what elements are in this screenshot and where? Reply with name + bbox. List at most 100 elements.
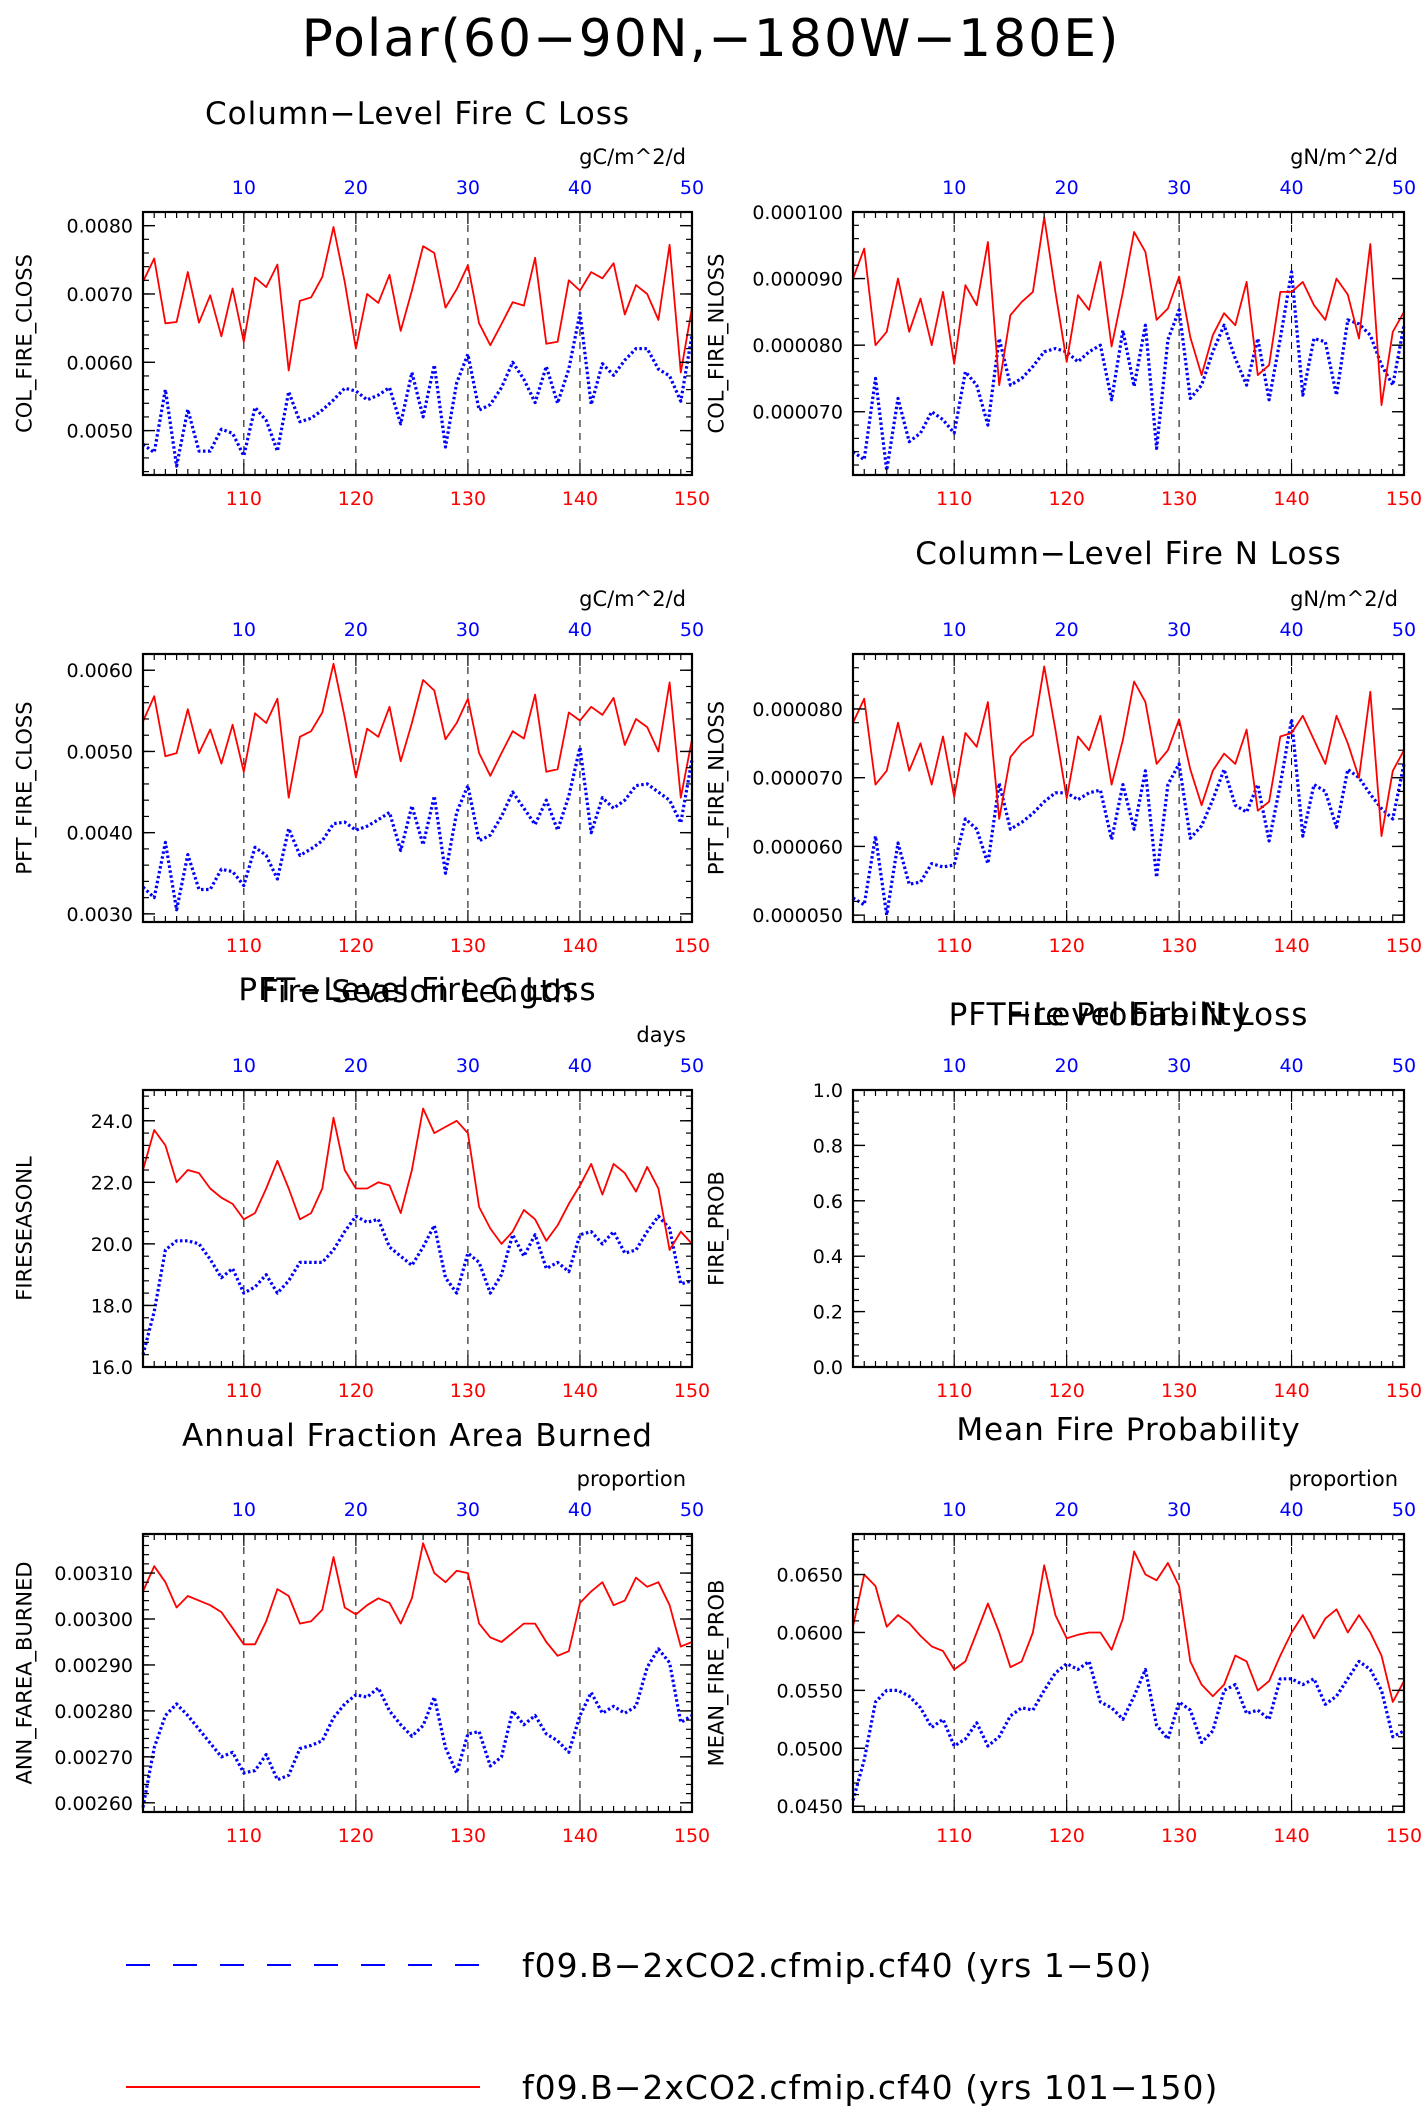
plot-frame: [851, 210, 1406, 477]
x-tick-label-top: 10: [232, 1499, 256, 1521]
panel-title: PFT−Level Fire N Loss: [949, 997, 1309, 1033]
y-tick-label: 0.00270: [54, 1747, 133, 1769]
x-tick-label-bottom: 140: [1273, 1380, 1309, 1402]
x-tick-label-bottom: 130: [1161, 935, 1197, 957]
x-tick-label-top: 10: [232, 1055, 256, 1077]
y-tick-label: 0.0050: [67, 421, 133, 443]
x-tick-label-top: 40: [568, 619, 592, 641]
x-tick-label-bottom: 130: [450, 935, 486, 957]
y-tick-label: 0.0650: [777, 1565, 843, 1587]
x-tick-label-top: 10: [942, 177, 966, 199]
series-line-blue: [141, 1647, 693, 1808]
y-tick-label: 0.0030: [67, 904, 133, 926]
series-line-red: [852, 1550, 1405, 1703]
y-axis-label: ANN_FAREA_BURNED: [12, 1561, 37, 1784]
panel-title: Annual Fraction Area Burned: [182, 1418, 653, 1454]
x-tick-label-bottom: 110: [226, 1825, 262, 1847]
x-tick-label-top: 30: [456, 1499, 480, 1521]
y-tick-label: 18.0: [91, 1295, 133, 1317]
x-tick-label-bottom: 140: [1273, 1825, 1309, 1847]
series-line-red: [142, 662, 693, 799]
y-tick-label: 0.00300: [54, 1609, 133, 1631]
panel-title: Mean Fire Probability: [956, 1412, 1300, 1448]
series-line-blue: [851, 1659, 1405, 1801]
x-tick-label-bottom: 130: [450, 1380, 486, 1402]
units-label: days: [636, 1023, 686, 1047]
x-tick-label-top: 20: [344, 177, 368, 199]
x-tick-label-top: 50: [1392, 1055, 1416, 1077]
series-line-blue: [852, 270, 1406, 472]
y-tick-label: 0.00290: [54, 1655, 133, 1677]
series-line-red: [852, 216, 1405, 407]
x-tick-label-top: 20: [1055, 1499, 1079, 1521]
x-tick-label-bottom: 140: [562, 488, 598, 510]
x-tick-label-bottom: 110: [936, 935, 972, 957]
y-tick-label: 0.000070: [752, 768, 843, 790]
y-tick-label: 0.6: [813, 1191, 843, 1213]
panel-title: Column−Level Fire N Loss: [915, 536, 1342, 572]
panel-title: PFT−Level Fire C Loss: [238, 972, 596, 1008]
chart-panel-6: Fire Probability 110 120 130 140 150 10 20 30 40 5…: [704, 997, 1422, 1402]
units-label: gN/m^2/d: [1290, 145, 1398, 169]
x-tick-label-top: 40: [1279, 1499, 1303, 1521]
plot-frame: [851, 1532, 1406, 1814]
units-label: gC/m^2/d: [579, 145, 686, 169]
chart-panel-1: Column−Level Fire C Loss gC/m^2/d 110 120 13…: [12, 96, 710, 510]
series-line-red: [142, 1542, 693, 1657]
units-label: proportion: [1289, 1467, 1398, 1491]
y-tick-label: 0.0070: [67, 284, 133, 306]
x-tick-label-top: 50: [680, 1055, 704, 1077]
y-tick-label: 0.00310: [54, 1563, 133, 1585]
series-line-red: [142, 226, 693, 374]
x-tick-label-bottom: 150: [1386, 1380, 1422, 1402]
x-tick-label-bottom: 120: [1049, 488, 1085, 510]
plot-frame: [141, 210, 694, 477]
legend-label: f09.B−2xCO2.cfmip.cf40 (yrs 101−150): [522, 2068, 1218, 2107]
x-tick-label-bottom: 120: [338, 1380, 374, 1402]
x-tick-label-bottom: 120: [338, 935, 374, 957]
y-tick-label: 0.000100: [752, 202, 843, 224]
y-tick-label: 0.000070: [752, 402, 843, 424]
units-label: proportion: [577, 1467, 686, 1491]
y-tick-label: 0.000080: [752, 699, 843, 721]
x-tick-label-top: 20: [344, 1055, 368, 1077]
series-line-blue: [852, 717, 1406, 917]
x-tick-label-top: 30: [1167, 1055, 1191, 1077]
x-tick-label-top: 30: [1167, 177, 1191, 199]
x-tick-label-bottom: 110: [226, 1380, 262, 1402]
plot-frame: [141, 1088, 694, 1369]
x-tick-label-top: 40: [1279, 619, 1303, 641]
x-tick-label-top: 10: [942, 619, 966, 641]
chart-panel-4: PFT−Level Fire N Loss gN/m^2/d 110 120 130 14…: [704, 587, 1422, 1033]
x-tick-label-bottom: 130: [450, 488, 486, 510]
legend: f09.B−2xCO2.cfmip.cf40 (yrs 1−50) f09.B−2…: [126, 1946, 1218, 2107]
y-tick-label: 0.00260: [54, 1793, 133, 1815]
x-tick-label-top: 50: [1392, 177, 1416, 199]
units-label: gC/m^2/d: [579, 587, 686, 611]
x-tick-label-top: 40: [568, 1499, 592, 1521]
y-axis-label: MEAN_FIRE_PROB: [704, 1580, 729, 1767]
x-tick-label-bottom: 120: [1049, 1825, 1085, 1847]
chart-panel-3: PFT−Level Fire C Loss gC/m^2/d 110 120 130 14…: [12, 587, 710, 1008]
x-tick-label-bottom: 130: [1161, 1380, 1197, 1402]
x-tick-label-bottom: 130: [450, 1825, 486, 1847]
x-tick-label-top: 20: [1055, 177, 1079, 199]
y-tick-label: 0.0500: [777, 1738, 843, 1760]
y-tick-label: 0.0050: [67, 741, 133, 763]
x-tick-label-top: 40: [1279, 177, 1303, 199]
x-tick-label-top: 10: [942, 1499, 966, 1521]
y-tick-label: 24.0: [91, 1111, 133, 1133]
x-tick-label-top: 20: [1055, 619, 1079, 641]
panel-title: Fire Season Length: [261, 974, 573, 1010]
y-tick-label: 1.0: [813, 1080, 843, 1102]
y-axis-label: COL_FIRE_CLOSS: [12, 254, 37, 433]
x-tick-label-bottom: 150: [1386, 1825, 1422, 1847]
x-tick-label-top: 30: [456, 1055, 480, 1077]
x-tick-label-bottom: 120: [1049, 1380, 1085, 1402]
chart-panel-2: Column−Level Fire N Loss gN/m^2/d 110 120 13…: [704, 145, 1422, 572]
x-tick-label-bottom: 150: [674, 1825, 710, 1847]
x-tick-label-top: 50: [680, 619, 704, 641]
x-tick-label-bottom: 140: [1273, 488, 1309, 510]
y-tick-label: 0.0060: [67, 352, 133, 374]
